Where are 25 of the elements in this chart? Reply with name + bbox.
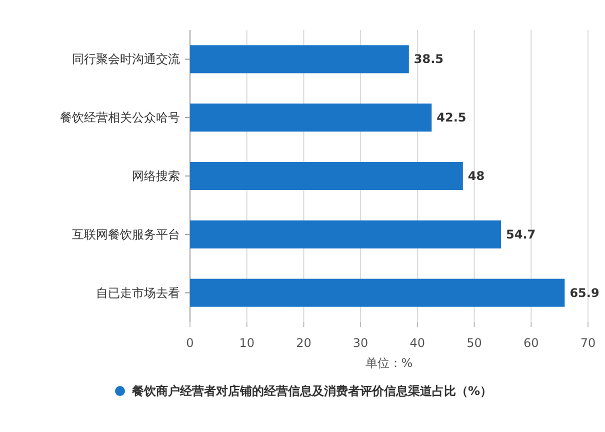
x-tick-label: 50 xyxy=(466,336,482,350)
x-axis-title: 单位：% xyxy=(365,356,413,370)
data-label: 65.9 xyxy=(570,286,600,300)
y-tick-label: 网络搜索 xyxy=(132,169,180,183)
bar xyxy=(190,278,565,307)
y-tick-label: 同行聚会时沟通交流 xyxy=(72,52,180,66)
x-tick-label: 60 xyxy=(524,336,539,350)
legend-label: 餐饮商户经营者对店铺的经营信息及消费者评价信息渠道占比（%） xyxy=(131,384,492,398)
y-tick-label: 互联网餐饮服务平台 xyxy=(72,227,180,242)
bar xyxy=(190,220,502,248)
data-label: 54.7 xyxy=(506,227,536,242)
data-label: 42.5 xyxy=(436,110,466,125)
x-tick-label: 20 xyxy=(296,336,312,350)
x-tick-label: 70 xyxy=(580,336,596,350)
y-tick-label: 餐饮经营相关公众哈号 xyxy=(60,110,180,125)
y-tick-label: 自已走市场去看 xyxy=(96,286,180,300)
data-label: 38.5 xyxy=(414,52,444,66)
data-label: 48 xyxy=(468,169,485,183)
bar xyxy=(190,104,432,132)
x-tick-label: 40 xyxy=(410,336,426,350)
bar xyxy=(190,162,463,190)
bar xyxy=(190,45,409,74)
x-tick-label: 30 xyxy=(352,336,368,350)
x-tick-label: 0 xyxy=(186,336,194,350)
x-tick-label: 10 xyxy=(239,336,254,350)
